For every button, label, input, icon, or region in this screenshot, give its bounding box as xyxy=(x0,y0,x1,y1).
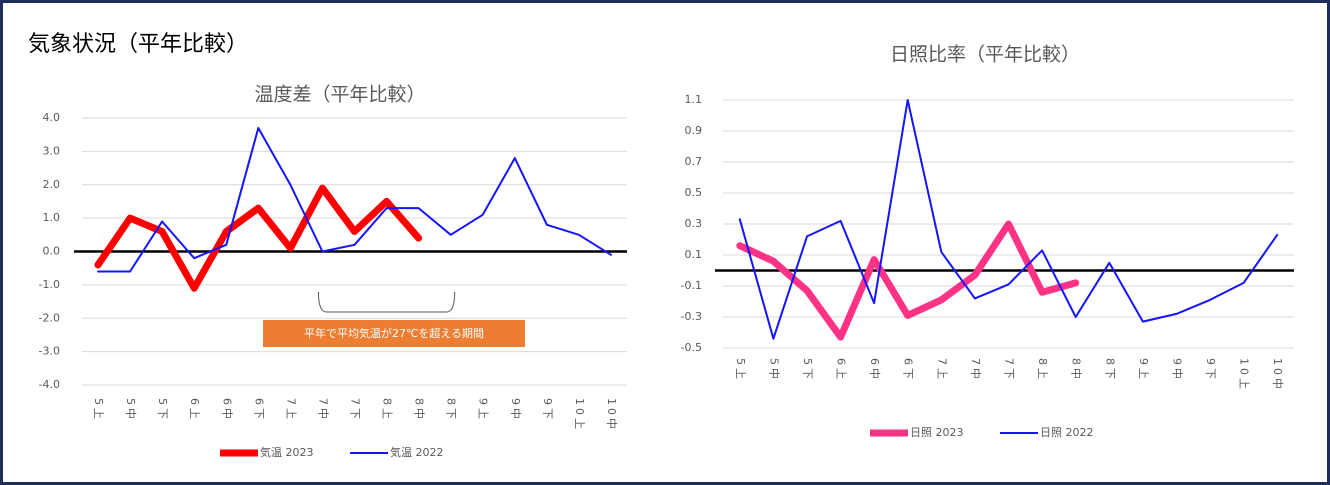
x-tick-label: 8中 xyxy=(1070,358,1083,382)
x-tick-label: 10中 xyxy=(605,398,618,432)
x-tick-label: 7下 xyxy=(349,398,362,422)
annotation-bracket xyxy=(317,291,456,313)
annotation: 平年で平均気温が27℃を超える期間 xyxy=(304,326,484,340)
x-tick-label: 9中 xyxy=(509,398,522,422)
y-tick-label: -0.1 xyxy=(681,279,702,292)
y-tick-label: 1.1 xyxy=(685,93,703,106)
x-tick-label: 6中 xyxy=(868,358,881,382)
series-line xyxy=(738,99,1279,340)
x-tick-label: 9上 xyxy=(477,398,490,422)
x-tick-label: 7下 xyxy=(1003,358,1016,382)
annotation-box xyxy=(263,320,525,347)
y-tick-label: -0.5 xyxy=(681,341,702,354)
x-tick-label: 9上 xyxy=(1137,358,1150,382)
y-tick-label: 0.1 xyxy=(685,248,703,261)
y-tick-label: 2.0 xyxy=(43,178,61,191)
x-tick-label: 10上 xyxy=(1238,358,1251,392)
series-line xyxy=(97,127,612,273)
y-tick-label: 0.0 xyxy=(43,245,61,258)
x-tick-label: 10中 xyxy=(1271,358,1284,392)
chart-title: 温度差（平年比較） xyxy=(254,84,425,106)
legend-label: 日照 2022 xyxy=(1040,426,1094,439)
x-tick-label: 8下 xyxy=(1103,358,1116,382)
x-tick-label: 9中 xyxy=(1170,358,1183,382)
x-tick-label: 5上 xyxy=(734,358,747,382)
series-line xyxy=(94,184,423,292)
x-tick-label: 5下 xyxy=(156,398,169,422)
x-tick-label: 7中 xyxy=(316,398,329,422)
x-tick-label: 9下 xyxy=(541,398,554,422)
legend-label: 気温 2023 xyxy=(260,445,314,459)
y-tick-label: -0.3 xyxy=(681,310,702,323)
legend-label: 日照 2023 xyxy=(910,426,964,439)
x-tick-label: 5上 xyxy=(92,398,105,422)
y-tick-label: 0.9 xyxy=(685,124,703,137)
y-tick-label: 0.7 xyxy=(685,155,703,168)
x-tick-label: 6上 xyxy=(835,358,848,382)
x-tick-label: 7上 xyxy=(935,358,948,382)
y-tick-label: -4.0 xyxy=(39,378,60,391)
x-tick-label: 5中 xyxy=(124,398,137,422)
legend-label: 気温 2022 xyxy=(390,445,444,459)
y-tick-label: 0.5 xyxy=(685,186,703,199)
page-title: 気象状況（平年比較） xyxy=(28,32,248,57)
y-tick-label: 0.3 xyxy=(685,217,703,230)
x-tick-label: 6上 xyxy=(188,398,201,422)
x-tick-label: 10上 xyxy=(573,398,586,432)
y-tick-label: -1.0 xyxy=(39,278,60,291)
y-tick-label: -3.0 xyxy=(39,345,60,358)
x-tick-label: 6中 xyxy=(220,398,233,422)
y-tick-label: 3.0 xyxy=(43,144,61,157)
x-tick-label: 6下 xyxy=(252,398,265,422)
y-tick-label: -2.0 xyxy=(39,311,60,324)
x-tick-label: 6下 xyxy=(902,358,915,382)
x-tick-label: 8中 xyxy=(413,398,426,422)
x-tick-label: 7中 xyxy=(969,358,982,382)
x-tick-label: 8上 xyxy=(1036,358,1049,382)
x-tick-label: 5中 xyxy=(767,358,780,382)
x-tick-label: 8下 xyxy=(445,398,458,422)
x-tick-label: 5下 xyxy=(801,358,814,382)
x-tick-label: 7上 xyxy=(284,398,297,422)
y-tick-label: 4.0 xyxy=(43,111,61,124)
x-tick-label: 8上 xyxy=(381,398,394,422)
series-line xyxy=(736,220,1080,341)
x-tick-label: 9下 xyxy=(1204,358,1217,382)
y-tick-label: 1.0 xyxy=(43,211,61,224)
chart-title: 日照比率（平年比較） xyxy=(890,44,1080,66)
